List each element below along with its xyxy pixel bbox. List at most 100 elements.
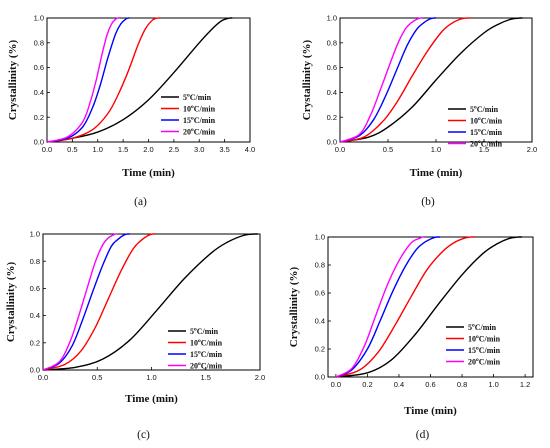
- y-tick-label: 0.6: [327, 63, 337, 72]
- chart-panel-c: 0.0 0.5 1.0 1.5 2.0 0.0 0.2 0.4 0.6 0.8 1.0 Time (m…: [5, 230, 265, 441]
- legend-label: 20oC/min: [190, 361, 223, 371]
- x-tick-label: 0.5: [383, 145, 393, 154]
- legend-label: 20oC/min: [470, 139, 503, 149]
- legend-label: 20oC/min: [468, 357, 501, 367]
- x-tick-label: 2.0: [527, 145, 537, 154]
- legend-label: 5oC/min: [183, 93, 212, 103]
- legend-label: 15oC/min: [183, 116, 216, 126]
- x-tick-label: 0.0: [42, 145, 52, 154]
- y-tick-label: 0.2: [327, 113, 337, 122]
- legend-label: 5oC/min: [190, 327, 219, 337]
- y-axis-label: Crystallinity (%): [5, 261, 17, 342]
- plot-frame: [42, 233, 261, 371]
- panel-caption: (d): [416, 429, 430, 441]
- y-tick-label: 0.2: [315, 345, 325, 354]
- y-tick-label: 0.6: [30, 284, 40, 293]
- series-line-20c-per-min: [339, 17, 423, 143]
- legend-label: 10oC/min: [183, 104, 216, 114]
- y-tick-label: 0.2: [30, 338, 40, 347]
- x-tick-label: 1.0: [146, 373, 156, 382]
- series-line-10c-per-min: [335, 236, 475, 378]
- series-line-15c-per-min: [46, 17, 130, 143]
- panel-caption: (b): [421, 196, 435, 208]
- plot-frame: [327, 236, 534, 378]
- x-tick-label: 0.2: [362, 380, 372, 389]
- series-line-5c-per-min: [339, 17, 523, 143]
- y-tick-label: 1.0: [30, 230, 40, 239]
- y-tick-label: 0.0: [315, 373, 325, 382]
- series-line-20c-per-min: [42, 233, 118, 371]
- series-line-10c-per-min: [339, 17, 470, 143]
- y-axis-label: Crystallinity (%): [288, 266, 300, 347]
- x-tick-label: 0.5: [92, 373, 102, 382]
- y-axis-label: Crystallinity (%): [7, 39, 19, 120]
- x-tick-label: 1.2: [520, 380, 530, 389]
- chart-panel-d: 0.0 0.2 0.4 0.6 0.8 1.0 1.2 0.0 0.2 0.4 0.6 0.8 1.0 T…: [288, 233, 534, 441]
- x-tick-label: 1.0: [431, 145, 441, 154]
- plot-frame: [46, 17, 251, 143]
- series-line-20c-per-min: [335, 236, 425, 378]
- x-tick-label: 0.0: [331, 380, 341, 389]
- x-tick-label: 0.5: [67, 145, 77, 154]
- chart-panel-a: 0.0 0.5 1.0 1.5 2.0 2.5 3.0 3.5 4.0 0.0 0.2 0.4 0.6 0…: [7, 14, 255, 208]
- y-tick-label: 0.4: [30, 311, 40, 320]
- y-tick-label: 1.0: [327, 14, 337, 23]
- series-line-5c-per-min: [42, 233, 258, 371]
- x-tick-label: 0.4: [394, 380, 404, 389]
- y-tick-label: 0.8: [327, 38, 337, 47]
- x-axis-label: Time (min): [122, 167, 175, 179]
- y-tick-label: 0.0: [327, 138, 337, 147]
- legend-label: 10oC/min: [468, 334, 501, 344]
- series-line-20c-per-min: [46, 17, 120, 143]
- x-tick-label: 1.5: [118, 145, 128, 154]
- y-tick-label: 0.4: [327, 88, 337, 97]
- x-tick-label: 1.5: [479, 145, 489, 154]
- series-line-5c-per-min: [335, 236, 522, 378]
- panel-caption: (a): [134, 196, 147, 208]
- x-tick-label: 2.0: [143, 145, 153, 154]
- y-tick-label: 0.4: [34, 88, 44, 97]
- y-tick-label: 0.6: [34, 63, 44, 72]
- legend-label: 10oC/min: [190, 338, 223, 348]
- y-tick-label: 1.0: [34, 14, 44, 23]
- legend-label: 15oC/min: [190, 350, 223, 360]
- legend-label: 15oC/min: [470, 128, 503, 138]
- series-line-10c-per-min: [46, 17, 160, 143]
- x-tick-label: 3.0: [194, 145, 204, 154]
- y-tick-label: 0.0: [30, 366, 40, 375]
- legend-label: 15oC/min: [468, 346, 501, 356]
- series-line-15c-per-min: [42, 233, 130, 371]
- x-tick-label: 4.0: [245, 145, 255, 154]
- x-axis-label: Time (min): [404, 405, 457, 417]
- y-tick-label: 0.6: [315, 289, 325, 298]
- chart-panel-b: 0.0 0.5 1.0 1.5 2.0 0.0 0.2 0.4 0.6 0.8 1.0 Time (m…: [301, 14, 537, 208]
- y-tick-label: 0.8: [30, 257, 40, 266]
- x-tick-label: 1.5: [201, 373, 211, 382]
- x-tick-label: 2.0: [255, 373, 265, 382]
- y-tick-label: 0.4: [315, 317, 325, 326]
- series-line-10c-per-min: [42, 233, 155, 371]
- legend-label: 5oC/min: [468, 323, 497, 333]
- legend-label: 5oC/min: [470, 105, 499, 115]
- legend-label: 20oC/min: [183, 127, 216, 137]
- x-tick-label: 0.8: [457, 380, 467, 389]
- x-tick-label: 2.5: [169, 145, 179, 154]
- x-tick-label: 0.0: [335, 145, 345, 154]
- x-axis-label: Time (min): [410, 167, 463, 179]
- series-line-5c-per-min: [46, 17, 233, 143]
- y-axis-label: Crystallinity (%): [301, 39, 313, 120]
- y-tick-label: 1.0: [315, 233, 325, 242]
- y-tick-label: 0.0: [34, 138, 44, 147]
- legend-label: 10oC/min: [470, 116, 503, 126]
- panel-caption: (c): [137, 429, 150, 441]
- y-tick-label: 0.2: [34, 113, 44, 122]
- y-tick-label: 0.8: [34, 38, 44, 47]
- x-tick-label: 0.0: [38, 373, 48, 382]
- x-axis-label: Time (min): [125, 393, 178, 405]
- x-tick-label: 0.6: [425, 380, 435, 389]
- y-tick-label: 0.8: [315, 261, 325, 270]
- x-tick-label: 1.0: [93, 145, 103, 154]
